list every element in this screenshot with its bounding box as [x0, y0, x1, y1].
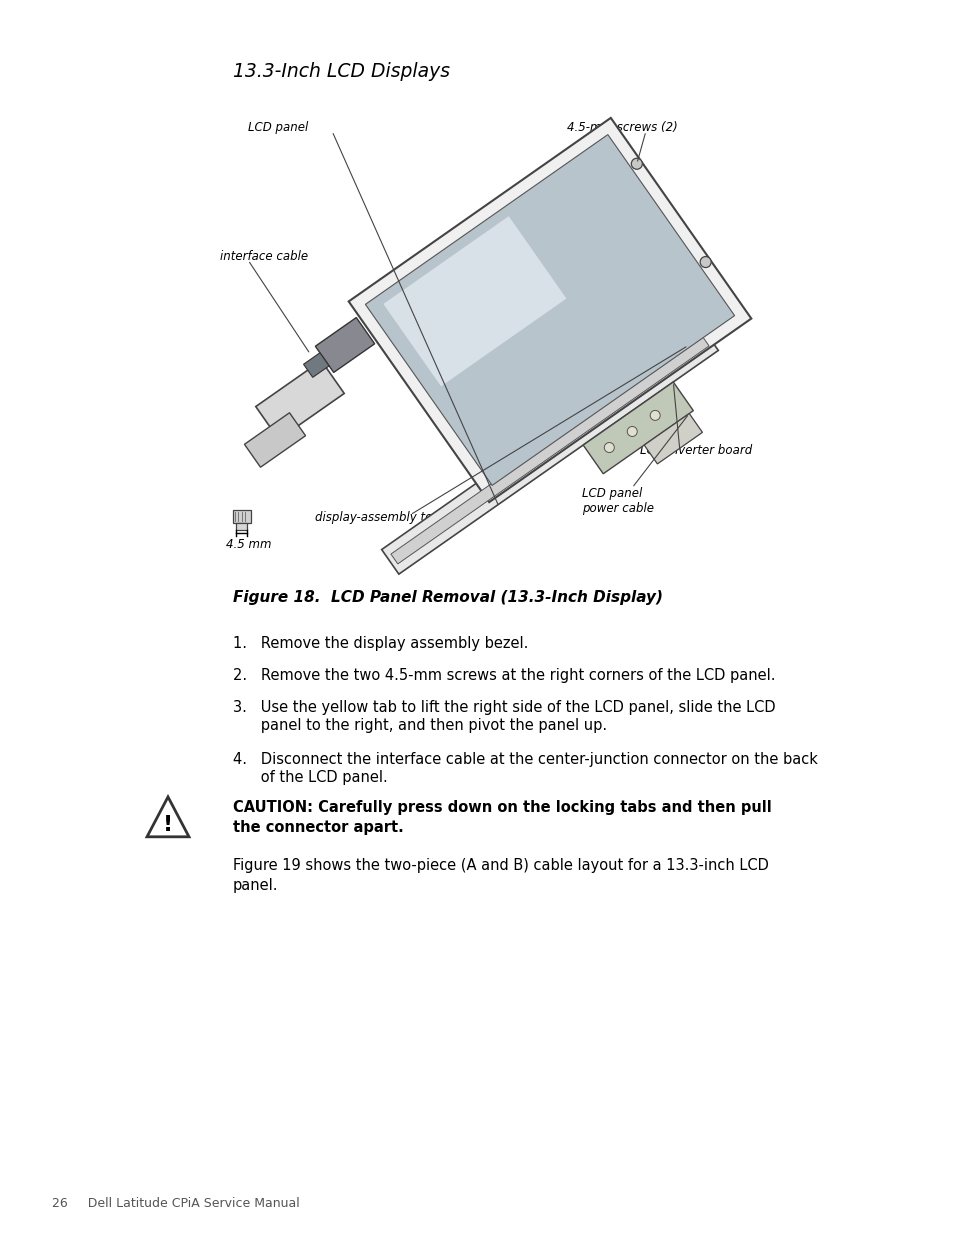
Text: LCD inverter board: LCD inverter board: [639, 443, 752, 457]
Text: panel to the right, and then pivot the panel up.: panel to the right, and then pivot the p…: [233, 718, 606, 734]
Bar: [235, 522, 247, 530]
Circle shape: [650, 410, 659, 420]
Polygon shape: [348, 117, 751, 503]
Text: LCD panel: LCD panel: [248, 121, 308, 135]
Polygon shape: [391, 336, 708, 564]
Polygon shape: [383, 216, 566, 387]
Text: CAUTION: Carefully press down on the locking tabs and then pull
the connector ap: CAUTION: Carefully press down on the loc…: [233, 800, 771, 835]
Text: 3.   Use the yellow tab to lift the right side of the LCD panel, slide the LCD: 3. Use the yellow tab to lift the right …: [233, 700, 775, 715]
Text: 2.   Remove the two 4.5-mm screws at the right corners of the LCD panel.: 2. Remove the two 4.5-mm screws at the r…: [233, 668, 775, 683]
Circle shape: [700, 257, 710, 268]
Text: LCD panel
power cable: LCD panel power cable: [581, 487, 654, 515]
Text: 4.   Disconnect the interface cable at the center-junction connector on the back: 4. Disconnect the interface cable at the…: [233, 752, 817, 767]
Polygon shape: [255, 361, 344, 440]
Text: !: !: [163, 815, 172, 835]
Polygon shape: [381, 326, 718, 574]
Text: Figure 18.  LCD Panel Removal (13.3-Inch Display): Figure 18. LCD Panel Removal (13.3-Inch …: [233, 590, 662, 605]
Text: interface cable: interface cable: [220, 251, 308, 263]
Polygon shape: [244, 412, 305, 467]
Text: Figure 19 shows the two-piece (A and B) cable layout for a 13.3-inch LCD
panel.: Figure 19 shows the two-piece (A and B) …: [233, 858, 768, 893]
Polygon shape: [365, 135, 734, 485]
Polygon shape: [315, 317, 375, 373]
Polygon shape: [147, 797, 189, 837]
Text: of the LCD panel.: of the LCD panel.: [233, 769, 387, 785]
Bar: [233, 510, 251, 522]
Circle shape: [603, 442, 614, 452]
Polygon shape: [303, 353, 329, 378]
Text: 13.3-Inch LCD Displays: 13.3-Inch LCD Displays: [233, 62, 450, 82]
Polygon shape: [582, 382, 693, 474]
Text: 26     Dell Latitude CPiA Service Manual: 26 Dell Latitude CPiA Service Manual: [52, 1197, 299, 1210]
Text: 1.   Remove the display assembly bezel.: 1. Remove the display assembly bezel.: [233, 636, 528, 651]
Text: 4.5-mm screws (2): 4.5-mm screws (2): [566, 121, 677, 135]
Text: 4.5 mm: 4.5 mm: [226, 538, 272, 551]
Circle shape: [631, 158, 641, 169]
Text: display-assembly top cover: display-assembly top cover: [314, 510, 476, 524]
Polygon shape: [643, 414, 701, 464]
Circle shape: [626, 426, 637, 436]
